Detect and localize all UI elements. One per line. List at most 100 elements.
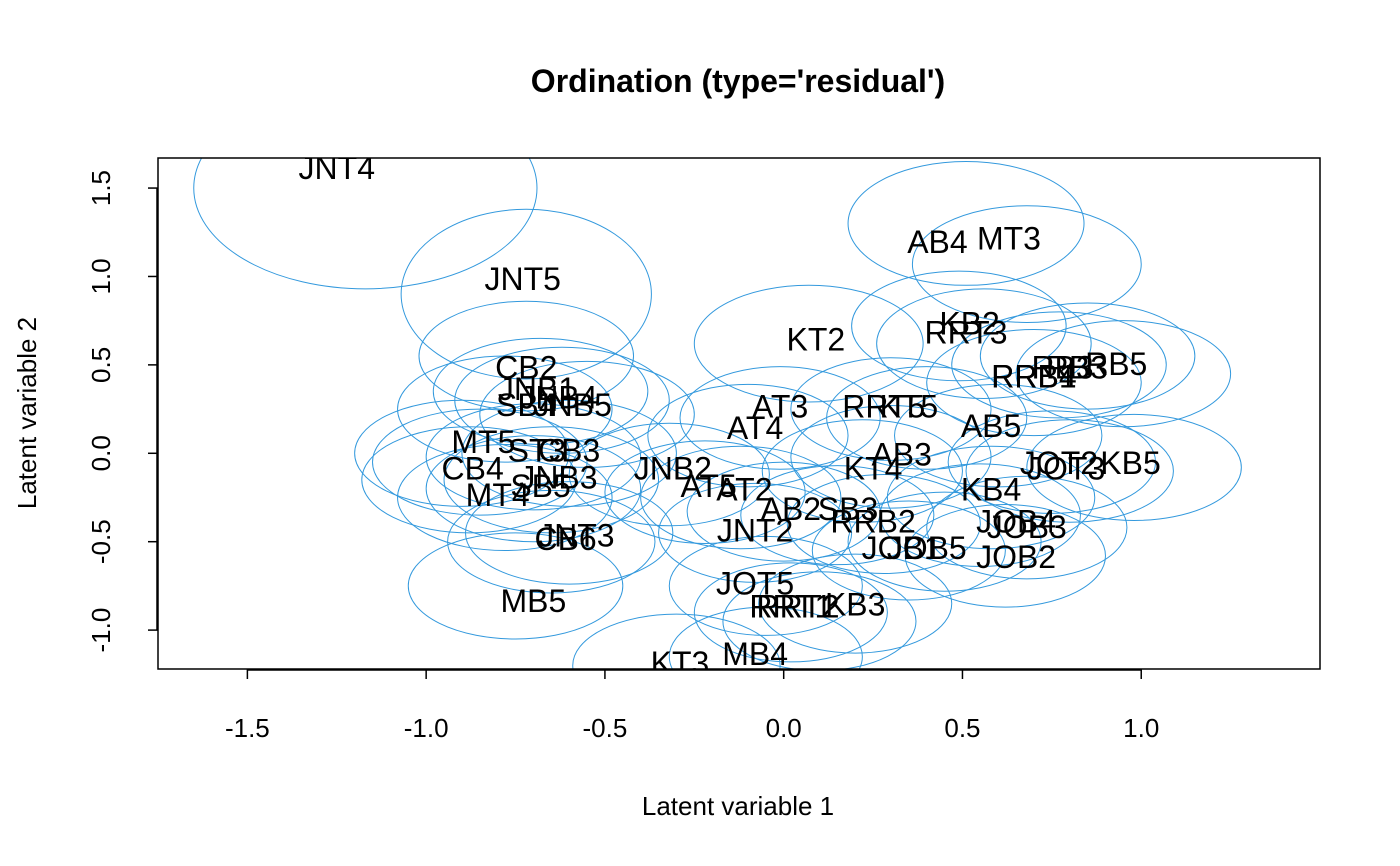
x-tick-label: -1.0	[404, 713, 449, 743]
confidence-ellipse	[447, 489, 656, 594]
confidence-ellipse	[926, 329, 1142, 437]
confidence-ellipse	[947, 410, 1157, 514]
confidence-ellipse	[397, 355, 613, 463]
confidence-ellipse	[876, 288, 1092, 399]
point-label-cb2: CB2	[495, 350, 557, 386]
point-label-jnb3: JNB3	[519, 459, 597, 495]
point-label-rb5: RB5	[1085, 346, 1147, 382]
confidence-ellipse	[790, 405, 992, 509]
confidence-ellipse	[572, 613, 781, 669]
confidence-ellipse	[1026, 413, 1242, 521]
ellipse-layer	[193, 158, 1242, 669]
confidence-ellipse	[758, 553, 953, 654]
point-label-jot2: JOT2	[1020, 445, 1098, 481]
confidence-ellipse	[354, 399, 570, 507]
confidence-ellipse	[361, 426, 577, 534]
point-label-kb3: KB3	[825, 587, 885, 623]
x-axis: -1.5 -1.0 -0.5 0.0 0.5 1.0	[225, 669, 1159, 743]
x-tick-label: 1.0	[1123, 713, 1159, 743]
x-tick-label: 0.0	[766, 713, 802, 743]
point-label-jnb4: JNB4	[519, 380, 597, 416]
confidence-ellipse	[461, 399, 677, 507]
point-label-cb4: CB4	[442, 450, 504, 486]
confidence-ellipse	[400, 208, 652, 380]
confidence-ellipse	[894, 383, 1103, 488]
point-label-rrt1: RRT1	[749, 588, 832, 624]
point-label-st3: ST3	[508, 433, 567, 469]
x-tick-label: -0.5	[583, 713, 628, 743]
point-label-jnt2: JNT2	[717, 512, 793, 548]
confidence-ellipse	[407, 532, 624, 640]
point-label-kt5: KT5	[879, 389, 938, 425]
point-label-rb3: RB3	[1031, 350, 1093, 386]
point-label-ab2: AB2	[761, 491, 821, 527]
confidence-ellipse	[693, 284, 924, 403]
confidence-ellipse	[851, 270, 1067, 382]
confidence-ellipse	[443, 426, 660, 534]
y-tick-label: 1.5	[86, 170, 116, 206]
point-label-rrb2: RRB2	[830, 503, 915, 539]
point-label-job4: JOB4	[976, 503, 1056, 539]
point-label-mb5: MB5	[501, 583, 567, 619]
y-tick-label: -0.5	[86, 519, 116, 564]
confidence-ellipse	[811, 500, 1006, 601]
confidence-ellipse	[740, 465, 935, 566]
plot-frame	[157, 157, 1321, 670]
point-label-at3: AT3	[752, 389, 808, 425]
point-label-jot5: JOT5	[716, 565, 794, 601]
point-label-rb3: RB3	[1046, 350, 1108, 386]
y-tick-label: -1.0	[86, 608, 116, 653]
point-label-ab3: AB3	[871, 436, 931, 472]
confidence-ellipse	[951, 311, 1167, 419]
confidence-ellipse	[432, 337, 649, 445]
point-label-kb2: KB2	[939, 305, 999, 341]
confidence-ellipse	[847, 161, 1085, 286]
point-label-jnt4: JNT4	[299, 150, 375, 186]
confidence-ellipse	[479, 360, 695, 468]
confidence-ellipse	[926, 475, 1128, 580]
point-label-jot3: JOT3	[1027, 450, 1105, 486]
confidence-ellipse	[904, 504, 1106, 608]
point-label-kt2: KT2	[787, 321, 846, 357]
y-axis: -1.0 -0.5 0.0 0.5 1.0 1.5	[86, 170, 158, 653]
confidence-ellipse	[647, 383, 849, 488]
confidence-ellipse	[604, 440, 806, 544]
point-label-jnt3: JNT3	[538, 518, 614, 554]
y-tick-label: 1.0	[86, 258, 116, 294]
confidence-ellipse	[722, 571, 917, 669]
point-label-rrt2: RRT2	[757, 588, 840, 624]
point-label-kb4: KB4	[961, 472, 1021, 508]
confidence-ellipse	[886, 445, 1096, 550]
point-label-jnb1: JNB1	[498, 371, 576, 407]
point-label-sb5: SB5	[510, 468, 570, 504]
point-label-kt3: KT3	[651, 645, 710, 681]
point-label-jnb2: JNB2	[634, 450, 712, 486]
point-label-sb4: SB4	[496, 387, 556, 423]
point-label-mt5: MT5	[451, 424, 515, 460]
confidence-ellipse	[668, 535, 863, 636]
point-label-ab5: AB5	[961, 408, 1021, 444]
point-label-rrt5: RRT5	[842, 389, 925, 425]
point-label-mb4: MB4	[722, 636, 788, 672]
point-label-rrb1: RRB1	[991, 358, 1076, 394]
x-tick-label: 0.5	[944, 713, 980, 743]
point-label-job2: JOB2	[976, 539, 1056, 575]
x-axis-label: Latent variable 1	[642, 791, 834, 821]
point-label-at5: AT5	[680, 468, 736, 504]
confidence-ellipse	[911, 205, 1142, 323]
confidence-ellipse	[879, 463, 1081, 567]
point-label-rrt3: RRT3	[925, 314, 1008, 350]
confidence-ellipse	[464, 481, 674, 585]
confidence-ellipse	[679, 366, 881, 470]
confidence-ellipse	[397, 443, 613, 552]
confidence-ellipse	[640, 445, 842, 550]
point-label-cb6: CB6	[534, 521, 596, 557]
point-label-job1: JOB1	[862, 530, 942, 566]
point-label-kt4: KT4	[844, 450, 903, 486]
confidence-ellipse	[790, 357, 992, 461]
y-tick-label: 0.0	[86, 435, 116, 471]
confidence-ellipse	[761, 419, 963, 523]
point-label-sb3: SB3	[818, 491, 878, 527]
point-label-rrb4: RRB4	[991, 358, 1076, 394]
